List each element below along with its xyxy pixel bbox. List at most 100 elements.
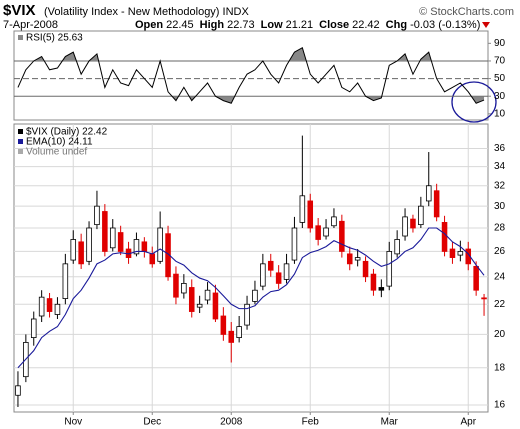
candle-body bbox=[433, 190, 440, 218]
rsi-tick-label: 90 bbox=[494, 38, 506, 49]
quote-value: 22.73 bbox=[227, 19, 255, 31]
candle-body bbox=[220, 315, 227, 335]
x-tick-label: Nov bbox=[64, 417, 82, 428]
candle-body bbox=[378, 287, 385, 291]
x-tick-label: Dec bbox=[143, 417, 161, 428]
symbol: $VIX bbox=[3, 2, 36, 19]
candle-body bbox=[244, 303, 250, 326]
y-tick-label: 30 bbox=[494, 201, 506, 212]
legend-swatch bbox=[18, 35, 23, 40]
candle-body bbox=[149, 253, 156, 265]
candle-body bbox=[386, 251, 393, 287]
rsi-tick-label: 70 bbox=[494, 56, 506, 67]
candle-body bbox=[441, 221, 448, 252]
candle-body bbox=[339, 220, 345, 252]
ema-line bbox=[17, 227, 485, 369]
candle-body bbox=[402, 216, 408, 237]
candle-body bbox=[346, 253, 353, 265]
y-tick-label: 28 bbox=[494, 223, 506, 234]
quote-label: High bbox=[200, 19, 225, 31]
candle-body bbox=[15, 385, 21, 396]
candle-body bbox=[117, 232, 124, 252]
candle-body bbox=[165, 233, 171, 278]
rsi-oversold-fill bbox=[171, 96, 485, 104]
candle-body bbox=[228, 330, 235, 343]
y-tick-label: 34 bbox=[494, 161, 506, 172]
candle-body bbox=[62, 263, 69, 299]
candle-body bbox=[204, 289, 211, 301]
candle-body bbox=[267, 260, 274, 271]
candle-body bbox=[418, 205, 424, 226]
legend-swatch bbox=[18, 139, 23, 144]
x-tick-label: Feb bbox=[302, 417, 320, 428]
legend-swatch bbox=[18, 129, 23, 134]
legend-entry: $VIX (Daily) 22.42 bbox=[26, 127, 108, 138]
quote-value: 21.21 bbox=[286, 19, 314, 31]
candle-body bbox=[46, 298, 53, 312]
candle-body bbox=[102, 211, 108, 252]
candle-body bbox=[196, 303, 203, 308]
quote-label: Low bbox=[261, 19, 283, 31]
x-tick-label: 2008 bbox=[220, 417, 243, 428]
candle-body bbox=[86, 227, 92, 262]
rsi-panel bbox=[13, 30, 489, 121]
candle-body bbox=[252, 289, 258, 302]
rsi-label: RSI(5) 25.63 bbox=[26, 33, 83, 44]
candle-body bbox=[133, 239, 140, 255]
candle-body bbox=[299, 195, 306, 223]
copyright: © StockCharts.com bbox=[419, 6, 514, 18]
candle-body bbox=[315, 225, 321, 240]
candle-body bbox=[275, 272, 282, 284]
quote: Open 22.45 High 22.73 Low 21.21 Close 22.42 Chg -… bbox=[135, 19, 480, 31]
quote-value: 22.45 bbox=[166, 19, 194, 31]
candle-body bbox=[283, 263, 290, 280]
y-tick-label: 36 bbox=[494, 143, 506, 154]
candle-body bbox=[307, 200, 314, 229]
quote-label: Chg bbox=[386, 19, 407, 31]
y-tick-label: 18 bbox=[494, 362, 506, 373]
y-tick-label: 16 bbox=[494, 400, 506, 411]
y-tick-label: 20 bbox=[494, 329, 506, 340]
candle-body bbox=[181, 283, 187, 294]
rsi-line bbox=[17, 47, 485, 104]
candle-body bbox=[410, 218, 416, 229]
quote-value: 22.42 bbox=[352, 19, 380, 31]
candle-body bbox=[370, 273, 377, 291]
candle-body bbox=[362, 260, 369, 278]
legend-entry: Volume undef bbox=[26, 147, 87, 158]
candle-body bbox=[54, 303, 61, 315]
candle-body bbox=[173, 273, 179, 298]
y-tick-label: 32 bbox=[494, 180, 506, 191]
candle-body bbox=[236, 326, 242, 339]
candle-body bbox=[141, 241, 148, 252]
candle-body bbox=[457, 251, 464, 256]
date: 7-Apr-2008 bbox=[3, 19, 58, 31]
candle-body bbox=[449, 248, 456, 258]
candle-body bbox=[78, 241, 84, 265]
candle-body bbox=[394, 239, 400, 255]
security-name: (Volatility Index - New Methodology) IND… bbox=[44, 6, 249, 18]
rsi-tick-label: 30 bbox=[494, 91, 506, 102]
candle-body bbox=[157, 227, 163, 262]
candle-body bbox=[212, 292, 219, 320]
quote-label: Close bbox=[319, 19, 349, 31]
quote-value: -0.03 (-0.13%) bbox=[410, 19, 480, 31]
candle-body bbox=[70, 239, 77, 261]
quote-label: Open bbox=[135, 19, 163, 31]
candle-body bbox=[94, 205, 100, 226]
legend-entry: EMA(10) 24.11 bbox=[26, 137, 93, 148]
x-tick-label: Mar bbox=[381, 417, 399, 428]
candle-body bbox=[323, 227, 329, 237]
rsi-tick-label: 50 bbox=[494, 73, 506, 84]
candle-body bbox=[481, 297, 487, 300]
candle-body bbox=[30, 318, 37, 339]
annotation-circle bbox=[451, 81, 497, 123]
x-tick-label: Apr bbox=[460, 417, 476, 428]
candle-body bbox=[109, 227, 116, 249]
candle-body bbox=[331, 216, 337, 227]
candle-body bbox=[473, 265, 479, 291]
candle-body bbox=[354, 257, 361, 261]
price-panel bbox=[13, 123, 489, 413]
